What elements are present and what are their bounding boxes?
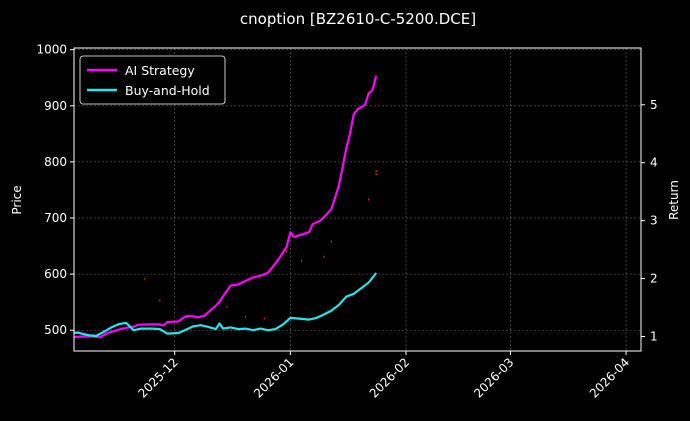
signal-point bbox=[244, 315, 247, 318]
y-right-tick-label: 3 bbox=[650, 214, 658, 228]
signal-point bbox=[330, 240, 332, 243]
signal-point bbox=[375, 169, 377, 172]
legend-box bbox=[79, 55, 226, 105]
signal-point bbox=[226, 305, 228, 308]
y-left-tick-label: 900 bbox=[44, 99, 67, 113]
signal-point bbox=[323, 255, 325, 258]
y-left-axis-label: Price bbox=[10, 185, 24, 214]
signal-point bbox=[375, 173, 377, 176]
chart-title: cnoption [BZ2610-C-5200.DCE] bbox=[240, 10, 476, 28]
plot-area bbox=[73, 75, 378, 339]
signal-point bbox=[144, 277, 146, 280]
y-left-tick-label: 500 bbox=[44, 323, 67, 337]
y-right-tick-label: 2 bbox=[650, 272, 658, 286]
signal-point bbox=[286, 250, 288, 253]
y-right-tick-label: 4 bbox=[650, 156, 658, 170]
grid bbox=[74, 48, 641, 351]
plot-frame bbox=[73, 47, 642, 352]
y-right-axis-label: Return bbox=[667, 180, 681, 220]
legend: AI Strategy Buy-and-Hold bbox=[79, 55, 226, 105]
signal-point bbox=[368, 198, 370, 201]
signal-point bbox=[263, 317, 265, 320]
legend-label-ai-strategy: AI Strategy bbox=[125, 63, 195, 78]
y-right-tick-label: 5 bbox=[650, 98, 658, 112]
series-line-buy-and-hold bbox=[73, 272, 378, 337]
series-line-ai-strategy bbox=[73, 75, 378, 339]
y-left-tick-label: 600 bbox=[44, 267, 67, 281]
signal-point bbox=[159, 299, 161, 302]
y-left-tick-label: 700 bbox=[44, 211, 67, 225]
legend-label-buy-and-hold: Buy-and-Hold bbox=[125, 83, 210, 98]
y-right-tick-label: 1 bbox=[650, 330, 658, 344]
y-left-tick-label: 800 bbox=[44, 155, 67, 169]
signal-point bbox=[300, 260, 303, 263]
y-left-tick-label: 1000 bbox=[36, 43, 67, 57]
